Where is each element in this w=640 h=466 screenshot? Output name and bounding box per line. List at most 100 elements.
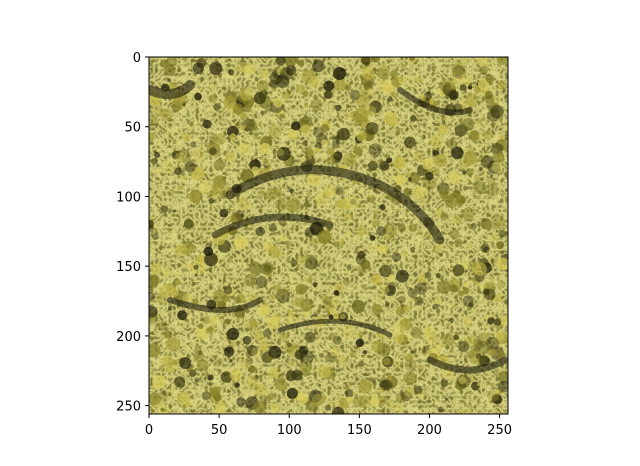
tree-crown [238, 143, 250, 154]
tree-crown [439, 190, 449, 200]
tree-crown [483, 333, 487, 338]
tree-crown [208, 94, 218, 103]
tree-crown [449, 76, 463, 90]
tree-crown [403, 371, 417, 385]
tree-crown [469, 353, 481, 365]
tree-crown [328, 332, 336, 340]
tree-crown [149, 246, 154, 252]
tree-crown [202, 119, 212, 129]
tree-crown [425, 111, 430, 116]
tree-crown [193, 264, 199, 270]
tree-crown [421, 198, 427, 204]
tree-crown [476, 118, 483, 125]
tree-crown [455, 195, 466, 205]
tree-crown [498, 85, 503, 90]
tree-crown [343, 83, 352, 91]
tree-crown [377, 395, 387, 406]
tree-crown [463, 281, 470, 288]
tree-crown [432, 167, 441, 176]
tree-crown [451, 146, 464, 160]
tree-crown [371, 57, 380, 63]
tree-crown [384, 153, 390, 159]
tree-crown [233, 67, 238, 73]
tree-crown [226, 327, 240, 341]
tree-crown [229, 368, 243, 381]
tree-crown [160, 108, 173, 121]
tree-crown [186, 262, 196, 272]
tree-crown [201, 391, 211, 401]
tree-crown [240, 203, 245, 208]
tree-crown [333, 151, 343, 161]
tree-crown [276, 148, 285, 157]
tree-crown [371, 220, 379, 227]
tree-crown [439, 343, 445, 349]
tree-crown [328, 314, 334, 320]
tree-crown [371, 274, 382, 285]
tree-crown [182, 57, 188, 61]
tree-crown [246, 345, 258, 357]
tree-crown [389, 69, 398, 78]
tree-crown [301, 141, 307, 146]
tree-crown [397, 224, 406, 233]
tree-crown [374, 214, 379, 219]
tree-crown [492, 338, 498, 343]
tree-crown [361, 66, 375, 80]
tree-crown [194, 344, 202, 352]
tree-crown [475, 353, 482, 360]
tree-crown [149, 60, 154, 66]
tree-crown [337, 145, 341, 149]
tree-crown [449, 284, 458, 293]
tree-crown [500, 314, 508, 327]
tree-crown [210, 189, 218, 197]
y-axis: 0 50 100 150 200 250 [116, 51, 149, 415]
tree-crown [306, 277, 313, 284]
tree-crown [229, 340, 237, 348]
tree-crown [229, 359, 233, 363]
tree-crown [360, 259, 371, 270]
tree-crown [150, 115, 159, 124]
tree-crown [189, 122, 194, 127]
tree-crown [406, 172, 411, 177]
tree-crown [467, 350, 475, 359]
tree-crown [410, 327, 422, 339]
tree-crown [459, 407, 473, 414]
tree-crown [284, 396, 288, 400]
tree-crown [470, 222, 478, 230]
tree-crown [239, 87, 253, 101]
tree-crown [308, 389, 322, 403]
tree-crown [214, 159, 226, 171]
tree-crown [369, 235, 376, 241]
tree-crown [496, 79, 508, 91]
tree-crown [461, 207, 475, 221]
tree-crown [459, 197, 465, 203]
tree-crown [266, 316, 280, 330]
tree-crown [223, 95, 237, 109]
tree-crown [393, 156, 406, 169]
tree-crown [334, 135, 341, 142]
tree-crown [454, 238, 463, 247]
tree-crown [323, 185, 336, 198]
tree-crown [408, 223, 418, 232]
tree-crown [160, 391, 169, 400]
tree-crown [396, 306, 405, 315]
tree-crown [475, 340, 490, 355]
tree-crown [235, 121, 243, 129]
tree-crown [383, 357, 391, 366]
tree-crown [337, 211, 343, 217]
tree-crown [227, 389, 231, 393]
tree-crown [433, 153, 448, 168]
tree-crown [287, 129, 296, 138]
tree-crown [345, 195, 360, 209]
tree-crown [479, 166, 483, 171]
tree-crown [473, 181, 487, 195]
tree-crown [246, 319, 260, 333]
tree-crown [192, 148, 207, 163]
tree-crown [149, 220, 154, 228]
tree-crown [289, 188, 294, 194]
tree-crown [167, 306, 173, 311]
tree-crown [393, 361, 401, 369]
tree-crown [184, 401, 191, 408]
tree-crown [241, 125, 246, 130]
tree-crown [310, 98, 323, 111]
